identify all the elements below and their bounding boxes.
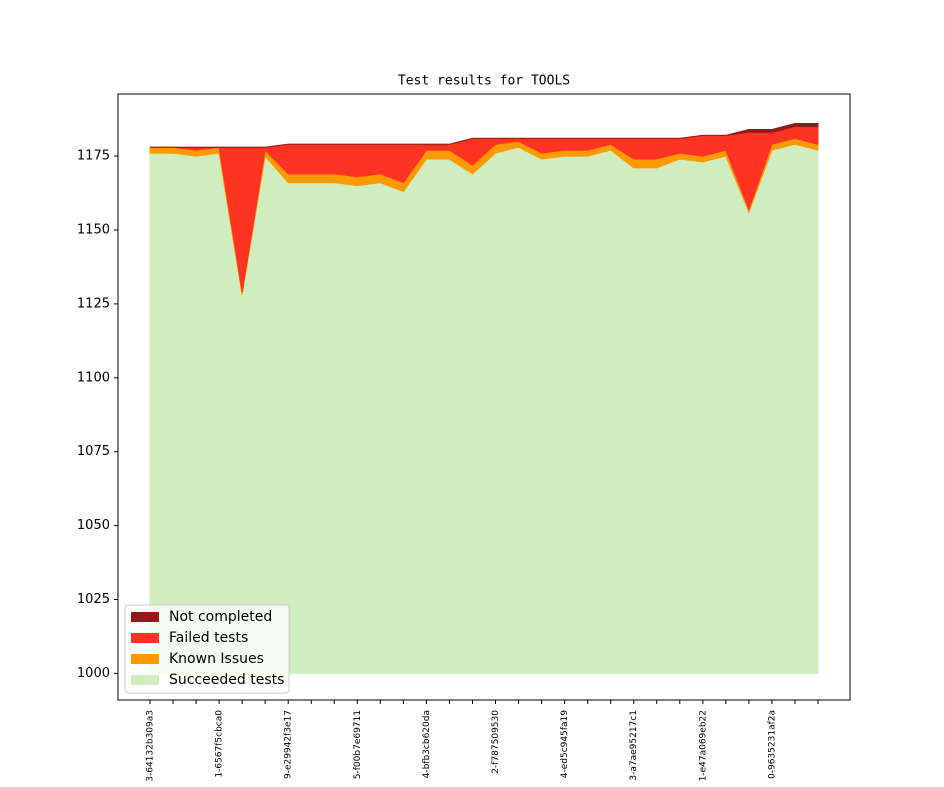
axes-frame — [117, 93, 851, 701]
x-tick-label: 3-a7ae95217c1 — [629, 710, 639, 781]
x-tick-label: 9-e29942f3e17 — [284, 710, 294, 779]
x-tick-label: 1-6567f5cbca0 — [215, 710, 225, 778]
y-tick-label: 1150 — [77, 222, 110, 237]
legend-label: Known Issues — [169, 651, 264, 667]
x-tick-label: 3-64132b309a3 — [146, 710, 156, 782]
x-tick-label: 4-bfb3cb620da — [422, 710, 432, 778]
legend-swatch — [131, 675, 159, 685]
legend-swatch — [131, 654, 159, 664]
y-tick-label: 1050 — [77, 518, 110, 533]
legend-label: Not completed — [169, 609, 272, 625]
y-tick-label: 1175 — [77, 149, 110, 164]
y-tick-label: 1075 — [77, 444, 110, 459]
legend-label: Failed tests — [169, 630, 248, 646]
legend-label: Succeeded tests — [169, 672, 284, 688]
y-tick-label: 1000 — [77, 666, 110, 681]
area — [150, 123, 819, 148]
chart-title: Test results for TOOLS — [398, 74, 570, 89]
legend: Not completed Failed tests Known Issues Suc… — [124, 604, 290, 694]
x-tick-label: 1-e47a069eb22 — [698, 710, 708, 781]
legend-swatch — [131, 633, 159, 643]
x-tick-label: 2-f787509530 — [491, 710, 501, 774]
legend-frame — [124, 604, 290, 694]
x-tick-label: 0-9635231af2a — [767, 710, 777, 779]
x-tick-label: 4-ed5c945fa19 — [560, 710, 570, 778]
legend-swatch — [131, 612, 159, 622]
y-tick-label: 1025 — [77, 592, 110, 607]
x-tick-label: 5-f00b7e69711 — [353, 710, 363, 779]
y-tick-label: 1125 — [77, 296, 110, 311]
y-tick-label: 1100 — [77, 370, 110, 385]
